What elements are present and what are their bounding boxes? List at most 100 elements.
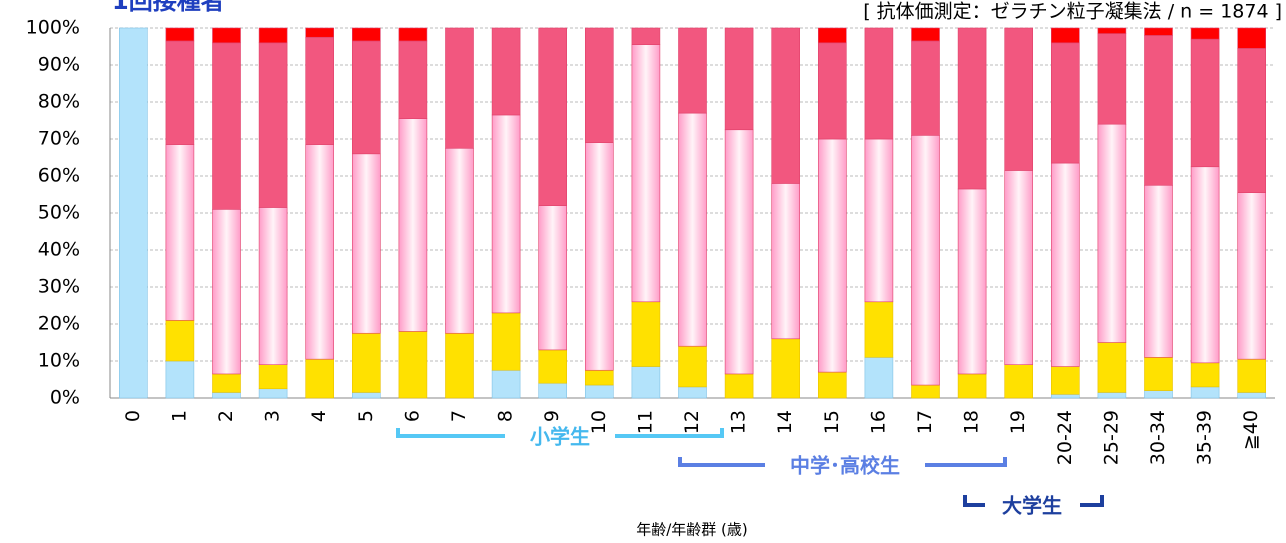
bar-segment — [491, 312, 521, 371]
bar-segment — [1237, 192, 1266, 360]
y-tick-label: 60% — [38, 165, 80, 187]
bar-segment — [212, 27, 241, 44]
bar-segment — [1097, 392, 1127, 399]
bar-segment — [538, 205, 568, 351]
bar-segment — [817, 42, 847, 140]
bar-segment — [1190, 27, 1220, 40]
x-tick-label: 30-34 — [1147, 410, 1169, 465]
x-tick-label: 25-29 — [1100, 410, 1122, 465]
bar-segment — [1190, 386, 1220, 399]
bar-segment — [864, 27, 894, 140]
x-tick-label: 14 — [774, 410, 796, 434]
bar-segment — [724, 27, 754, 131]
x-tick-label: 15 — [821, 410, 843, 434]
y-tick-label: 20% — [38, 313, 80, 335]
x-tick-label: 18 — [961, 410, 983, 434]
bar-segment — [771, 183, 801, 340]
bar-segment — [678, 345, 707, 388]
bar-segment — [1097, 33, 1127, 125]
bar-segment — [1097, 27, 1127, 34]
bar-segment — [538, 382, 568, 399]
bar-segment — [351, 392, 381, 399]
bar-segment — [398, 118, 428, 332]
x-tick-label: 19 — [1007, 410, 1029, 434]
bar-segment — [1144, 184, 1173, 358]
y-tick-label: 90% — [38, 54, 80, 76]
x-tick-label: 9 — [541, 410, 563, 422]
bar-segment — [1190, 362, 1220, 388]
y-tick-label: 70% — [38, 128, 80, 150]
bar-segment — [1051, 27, 1080, 44]
bar-segment — [584, 384, 614, 399]
bar-segment — [1237, 27, 1266, 49]
bar-segment — [258, 207, 288, 365]
bar-segment — [398, 331, 428, 399]
x-tick-label: 2 — [215, 410, 237, 422]
bar-segment — [1097, 342, 1127, 393]
bar-segment — [351, 332, 381, 393]
bar-segment — [1144, 356, 1173, 391]
bar-segment — [584, 27, 614, 143]
x-tick-label: 12 — [681, 410, 703, 434]
bar-segment — [631, 366, 661, 399]
bar-segment — [165, 360, 195, 399]
bar-segment — [1144, 27, 1173, 36]
bar-segment — [911, 40, 940, 136]
bar-segment — [1051, 162, 1080, 367]
chart-subtitle: [ 抗体価測定：ゼラチン粒子凝集法 / n = 1874 ] — [863, 1, 1282, 23]
bar-segment — [398, 40, 428, 119]
x-tick-label: 13 — [728, 410, 750, 434]
bar-segment — [584, 142, 614, 371]
bar-segment — [864, 301, 894, 358]
bar-segment — [1097, 123, 1127, 343]
bar-segment — [678, 112, 707, 347]
x-tick-label: 20-24 — [1054, 410, 1076, 465]
x-axis-label: 年齢/年齢群 (歳) — [636, 521, 748, 539]
y-tick-label: 80% — [38, 91, 80, 113]
annotation: 小学生 — [530, 425, 590, 449]
bar-segment — [631, 27, 661, 45]
y-tick-label: 30% — [38, 276, 80, 298]
bar-segment — [957, 27, 987, 190]
bar-segment — [258, 388, 288, 399]
chart-title: 1回接種者 — [112, 0, 225, 15]
x-tick-label: 8 — [495, 410, 517, 422]
bar-segment — [864, 356, 894, 399]
bar-segment — [491, 114, 521, 314]
bar-segment — [305, 144, 335, 360]
bar-segment — [305, 36, 335, 145]
bar-segment — [119, 27, 148, 399]
bar-segment — [212, 42, 241, 210]
bar-segment — [258, 42, 288, 208]
bar-segment — [1004, 170, 1034, 365]
bar-segment — [1237, 392, 1266, 399]
bar-segment — [258, 27, 288, 44]
bracket — [963, 495, 1104, 507]
x-tick-label: 0 — [122, 410, 144, 422]
bar-segment — [724, 373, 754, 399]
x-tick-label: 4 — [308, 410, 330, 422]
bar-segment — [398, 27, 428, 42]
y-tick-label: 0% — [50, 387, 80, 409]
x-tick-label: 16 — [867, 410, 889, 434]
bar-segment — [1190, 38, 1220, 168]
bar-segment — [957, 188, 987, 375]
bracket — [678, 457, 1007, 467]
bar-segment — [1004, 364, 1034, 399]
x-tick-label: 10 — [588, 410, 610, 434]
x-tick-label: 7 — [448, 410, 470, 422]
bar-segment — [817, 27, 847, 44]
annotation: 中学･高校生 — [790, 454, 900, 478]
bar-segment — [491, 27, 521, 116]
bar-segment — [212, 373, 241, 393]
bar-segment — [1144, 390, 1173, 399]
bar-segment — [631, 301, 661, 367]
bar-segment — [957, 373, 987, 399]
bar-segment — [911, 384, 940, 399]
bar-segment — [351, 27, 381, 42]
bar-segment — [1144, 35, 1173, 186]
x-tick-label: 11 — [634, 410, 656, 434]
bar-segment — [771, 338, 801, 399]
bar-segment — [165, 40, 195, 145]
